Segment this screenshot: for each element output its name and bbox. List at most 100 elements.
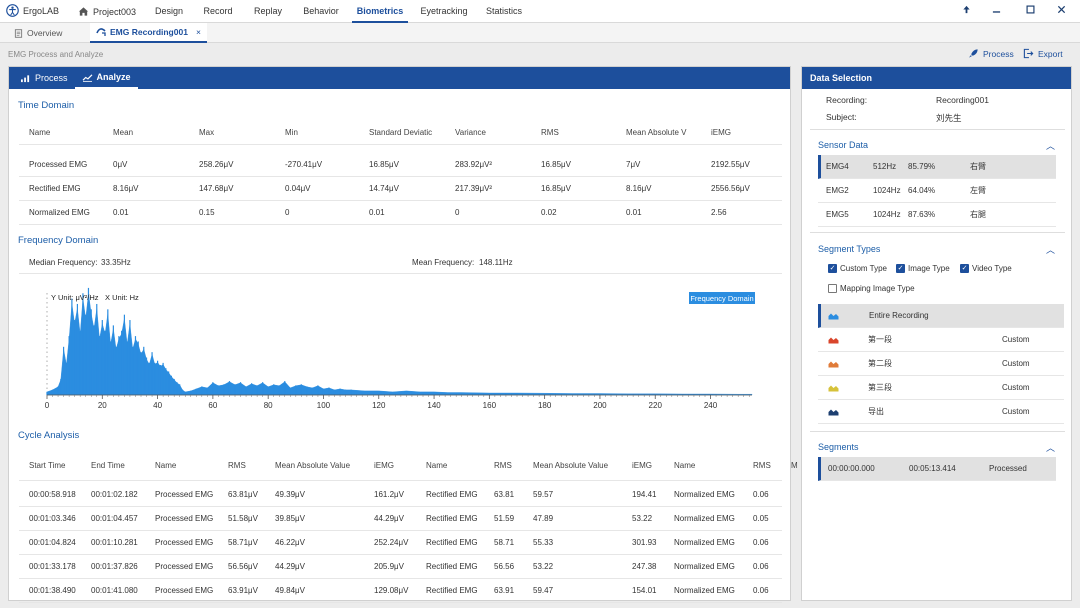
minimize-icon[interactable] <box>985 0 1007 23</box>
table-cell: 0.04μV <box>285 184 311 193</box>
table-cell: 46.22μV <box>275 538 305 547</box>
table-cell: 51.59 <box>494 514 515 523</box>
table-cell: 56.56 <box>494 562 515 571</box>
segment-type-row[interactable]: 第二段 Custom <box>818 352 1064 376</box>
table-cell: Rectified EMG <box>29 184 81 193</box>
table-cell: 58.71μV <box>228 538 258 547</box>
data-selection-title: Data Selection <box>802 67 1071 89</box>
time-domain-title: Time Domain <box>18 100 75 111</box>
table-row[interactable]: 00:00:58.918 00:01:02.182 Processed EMG 63.… <box>19 483 782 507</box>
nav-tab-design[interactable]: Design <box>154 6 183 16</box>
project-name: Project003 <box>93 6 137 17</box>
table-cell: 00:01:41.080 <box>91 586 138 595</box>
export-button[interactable]: Export <box>1023 48 1063 59</box>
tab-analyze-label: Analyze <box>96 72 131 82</box>
segment-type-row[interactable]: 第一段 Custom <box>818 328 1064 352</box>
table-cell: 49.84μV <box>275 586 305 595</box>
table-cell: Rectified EMG <box>426 562 478 571</box>
segment-color-icon <box>828 361 839 368</box>
nav-tab-record[interactable]: Record <box>203 6 233 16</box>
sensor-row[interactable]: EMG5 1024Hz 87.63% 右腿 <box>818 203 1056 227</box>
table-cell: 63.91μV <box>228 586 258 595</box>
table-cell: 194.41 <box>632 490 657 499</box>
segment-type-row[interactable]: 导出 Custom <box>818 400 1064 424</box>
mean-frequency-label: Mean Frequency: <box>412 258 475 267</box>
nav-tab-statistics[interactable]: Statistics <box>485 6 522 16</box>
analysis-panel: Process Analyze Time Domain Name Mean Max M… <box>8 66 798 603</box>
panel-tab-bar: Process Analyze <box>9 67 790 89</box>
close-tab-icon[interactable]: × <box>195 27 201 37</box>
table-row[interactable]: 00:01:38.490 00:01:41.080 Processed EMG 63.… <box>19 579 782 603</box>
column-header: Mean <box>113 128 134 137</box>
table-row[interactable]: Processed EMG 0μV 258.26μV -270.41μV 16.85μV… <box>19 153 782 177</box>
segment-type-checkbox[interactable]: ✓ Image Type <box>896 264 950 273</box>
segment-type-checkbox[interactable]: ✓ Custom Type <box>828 264 887 273</box>
table-cell: 0μV <box>113 160 128 169</box>
collapse-sensor-data-icon[interactable]: ︿ <box>1045 141 1055 151</box>
column-header: M <box>791 461 798 470</box>
table-cell: 53.22 <box>533 562 554 571</box>
segment-cell: 00:00:00.000 <box>828 464 875 473</box>
maximize-icon[interactable] <box>1019 0 1041 23</box>
table-row[interactable]: Rectified EMG 8.16μV 147.68μV 0.04μV 14.74μV… <box>19 177 782 201</box>
table-cell: 53.22 <box>632 514 653 523</box>
tab-analyze[interactable]: Analyze <box>74 67 138 89</box>
column-header: Mean Absolute Value <box>275 461 351 470</box>
frequency-stats-row: Median Frequency: 33.35Hz Mean Frequency… <box>19 252 782 274</box>
median-frequency-label: Median Frequency: <box>29 258 98 267</box>
table-cell: 0.06 <box>753 538 769 547</box>
x-tick-label: 200 <box>593 401 607 410</box>
median-frequency-value: 33.35Hz <box>101 258 131 267</box>
table-cell: 56.56μV <box>228 562 258 571</box>
tab-overview[interactable]: Overview <box>14 23 62 43</box>
segment-type-checkbox[interactable]: Mapping Image Type <box>828 284 915 293</box>
app-logo[interactable]: ErgoLAB <box>6 4 59 17</box>
sensor-cell: 1024Hz <box>873 210 901 219</box>
table-cell: 0.01 <box>113 208 129 217</box>
x-unit-label: X Unit: Hz <box>105 293 139 302</box>
sensor-cell: 85.79% <box>908 162 936 171</box>
table-row[interactable]: Normalized EMG 0.01 0.15 0 0.01 0 0.02 0.01 2.56 <box>19 201 782 225</box>
sensor-row[interactable]: EMG4 512Hz 85.79% 右臂 <box>818 155 1056 179</box>
process-button[interactable]: Process <box>968 48 1014 59</box>
nav-tab-biometrics[interactable]: Biometrics <box>352 0 408 23</box>
table-cell: 63.81 <box>494 490 515 499</box>
segment-row[interactable]: 00:00:00.000 00:05:13.414 Processed <box>818 457 1056 481</box>
table-cell: 00:00:58.918 <box>29 490 76 499</box>
column-header: Name <box>155 461 177 470</box>
tab-emg-recording[interactable]: EMG Recording001 × <box>90 23 207 43</box>
x-tick-label: 120 <box>372 401 386 410</box>
checkbox-icon: ✓ <box>896 264 905 273</box>
sensor-row[interactable]: EMG2 1024Hz 64.04% 左臂 <box>818 179 1056 203</box>
segment-type-checkbox[interactable]: ✓ Video Type <box>960 264 1012 273</box>
divider <box>810 129 1065 130</box>
collapse-segments-icon[interactable]: ︿ <box>1045 443 1055 453</box>
nav-tab-behavior[interactable]: Behavior <box>303 6 339 16</box>
close-window-icon[interactable] <box>1050 0 1072 23</box>
divider <box>810 431 1065 432</box>
table-row[interactable]: 00:01:33.178 00:01:37.826 Processed EMG 56.… <box>19 555 782 579</box>
tab-emg-recording-label: EMG Recording001 <box>110 27 188 37</box>
project-menu[interactable]: Project003 <box>78 0 136 23</box>
checkbox-icon <box>828 284 837 293</box>
table-row[interactable]: 00:01:04.824 00:01:10.281 Processed EMG 58.… <box>19 531 782 555</box>
segment-type-row[interactable]: Entire Recording <box>818 304 1064 328</box>
collapse-segment-types-icon[interactable]: ︿ <box>1045 245 1055 255</box>
segment-color-icon <box>828 409 839 416</box>
checkbox-icon: ✓ <box>960 264 969 273</box>
nav-tab-replay[interactable]: Replay <box>253 6 282 16</box>
table-cell: 147.68μV <box>199 184 234 193</box>
sensor-cell: EMG2 <box>826 186 849 195</box>
export-icon <box>1023 48 1034 59</box>
segment-type-row[interactable]: 第三段 Custom <box>818 376 1064 400</box>
segment-type: Custom <box>1002 407 1030 416</box>
table-cell: 14.74μV <box>369 184 399 193</box>
table-row[interactable]: 00:01:03.346 00:01:04.457 Processed EMG 51.… <box>19 507 782 531</box>
column-header: Min <box>285 128 298 137</box>
table-cell: 0.01 <box>626 208 642 217</box>
nav-tab-eyetracking[interactable]: Eyetracking <box>420 6 468 16</box>
upload-icon[interactable] <box>955 0 977 23</box>
column-header: RMS <box>494 461 512 470</box>
table-cell: 0.06 <box>753 586 769 595</box>
tab-process[interactable]: Process <box>13 67 75 89</box>
